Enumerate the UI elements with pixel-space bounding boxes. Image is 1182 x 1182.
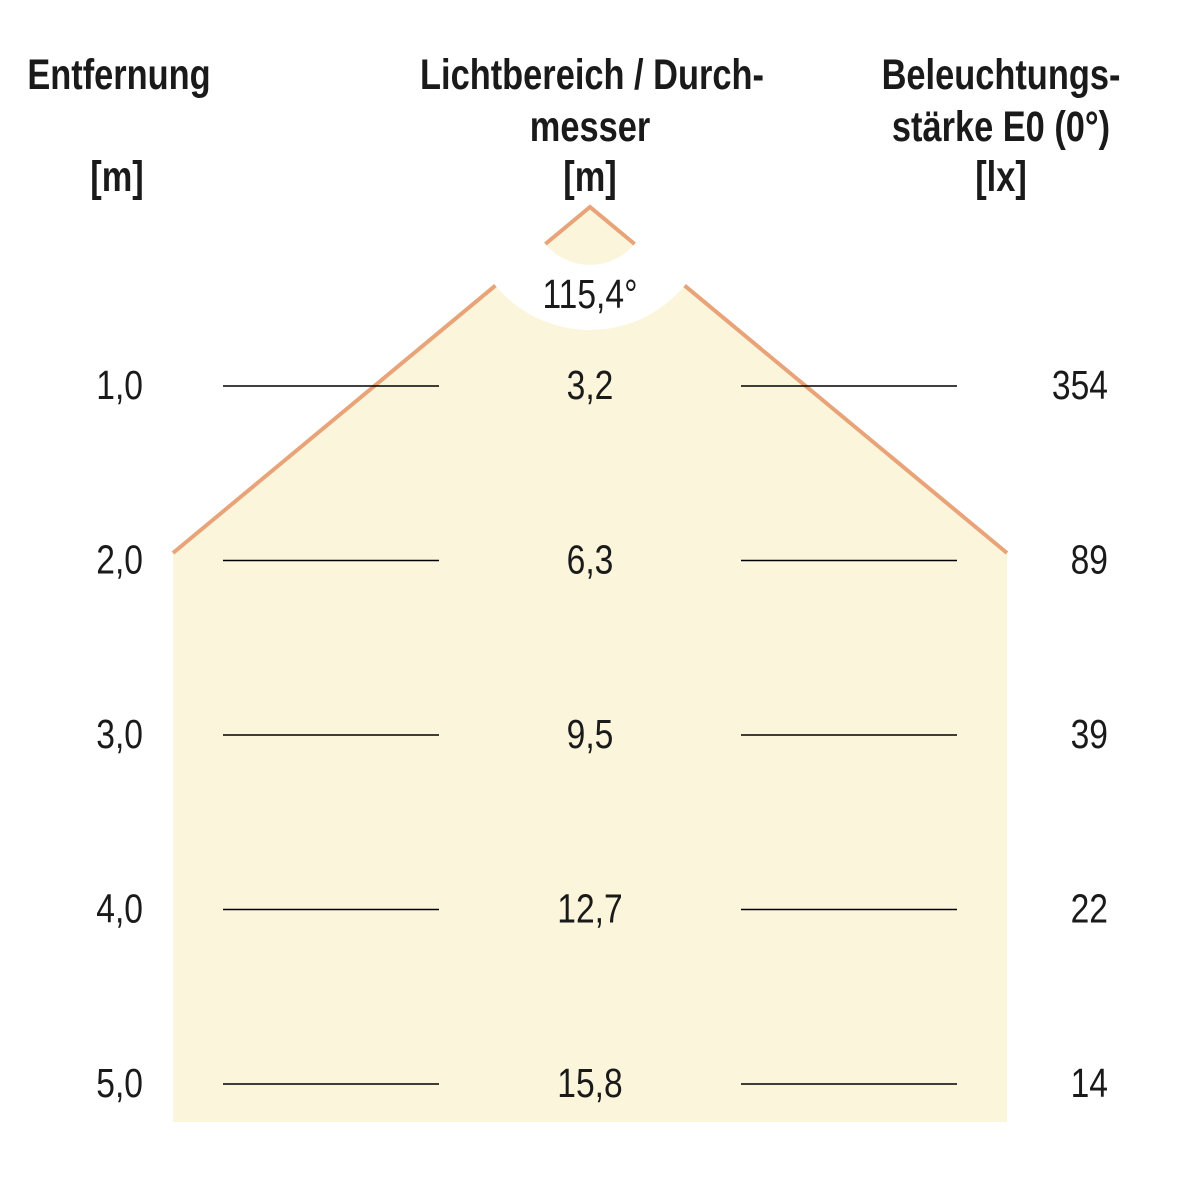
column-header-illuminance-title-line1: Beleuchtungs- [882, 51, 1121, 98]
cone-apex-wedge-edge [544, 204, 636, 246]
table-row: 1,0 3,2 354 [96, 362, 1108, 408]
column-header-diameter: Lichtbereich / Durch- messer [m] [420, 51, 764, 200]
light-cone [171, 204, 1009, 1123]
distance-value: 4,0 [96, 885, 143, 931]
distance-value: 2,0 [96, 536, 143, 582]
distance-value: 3,0 [96, 711, 143, 757]
illuminance-value: 89 [1071, 536, 1108, 582]
illuminance-value: 22 [1071, 885, 1108, 931]
illuminance-value: 354 [1052, 362, 1108, 408]
table-row: 2,0 6,3 89 [96, 536, 1108, 582]
column-header-diameter-unit: [m] [563, 153, 616, 200]
diameter-value: 12,7 [557, 885, 622, 931]
table-row: 5,0 15,8 14 [96, 1060, 1108, 1106]
diameter-value: 3,2 [567, 362, 614, 408]
cone-left-edge-line [171, 284, 497, 555]
column-header-diameter-title-line2: messer [530, 103, 650, 150]
cone-apex-wedge-fill [545, 207, 635, 265]
table-row: 3,0 9,5 39 [96, 711, 1108, 757]
column-header-diameter-title-line1: Lichtbereich / Durch- [420, 51, 764, 98]
column-header-illuminance-title-line2: stärke E0 (0°) [892, 103, 1110, 150]
distance-value: 5,0 [96, 1060, 143, 1106]
illuminance-value: 39 [1071, 711, 1108, 757]
diameter-value: 9,5 [567, 711, 614, 757]
diameter-value: 15,8 [557, 1060, 622, 1106]
table-row: 4,0 12,7 22 [96, 885, 1108, 931]
distance-value: 1,0 [96, 362, 143, 408]
column-header-illuminance-unit: [lx] [975, 153, 1027, 200]
cone-right-edge-line [683, 284, 1009, 555]
column-header-illuminance: Beleuchtungs- stärke E0 (0°) [lx] [882, 51, 1121, 200]
cone-body-fill [173, 285, 1007, 1123]
column-header-distance-title: Entfernung [27, 51, 210, 98]
illuminance-value: 14 [1071, 1060, 1108, 1106]
beam-angle-label: 115,4° [542, 271, 637, 317]
diameter-value: 6,3 [567, 536, 614, 582]
column-header-distance: Entfernung [m] [27, 51, 210, 200]
column-header-distance-unit: [m] [90, 153, 143, 200]
